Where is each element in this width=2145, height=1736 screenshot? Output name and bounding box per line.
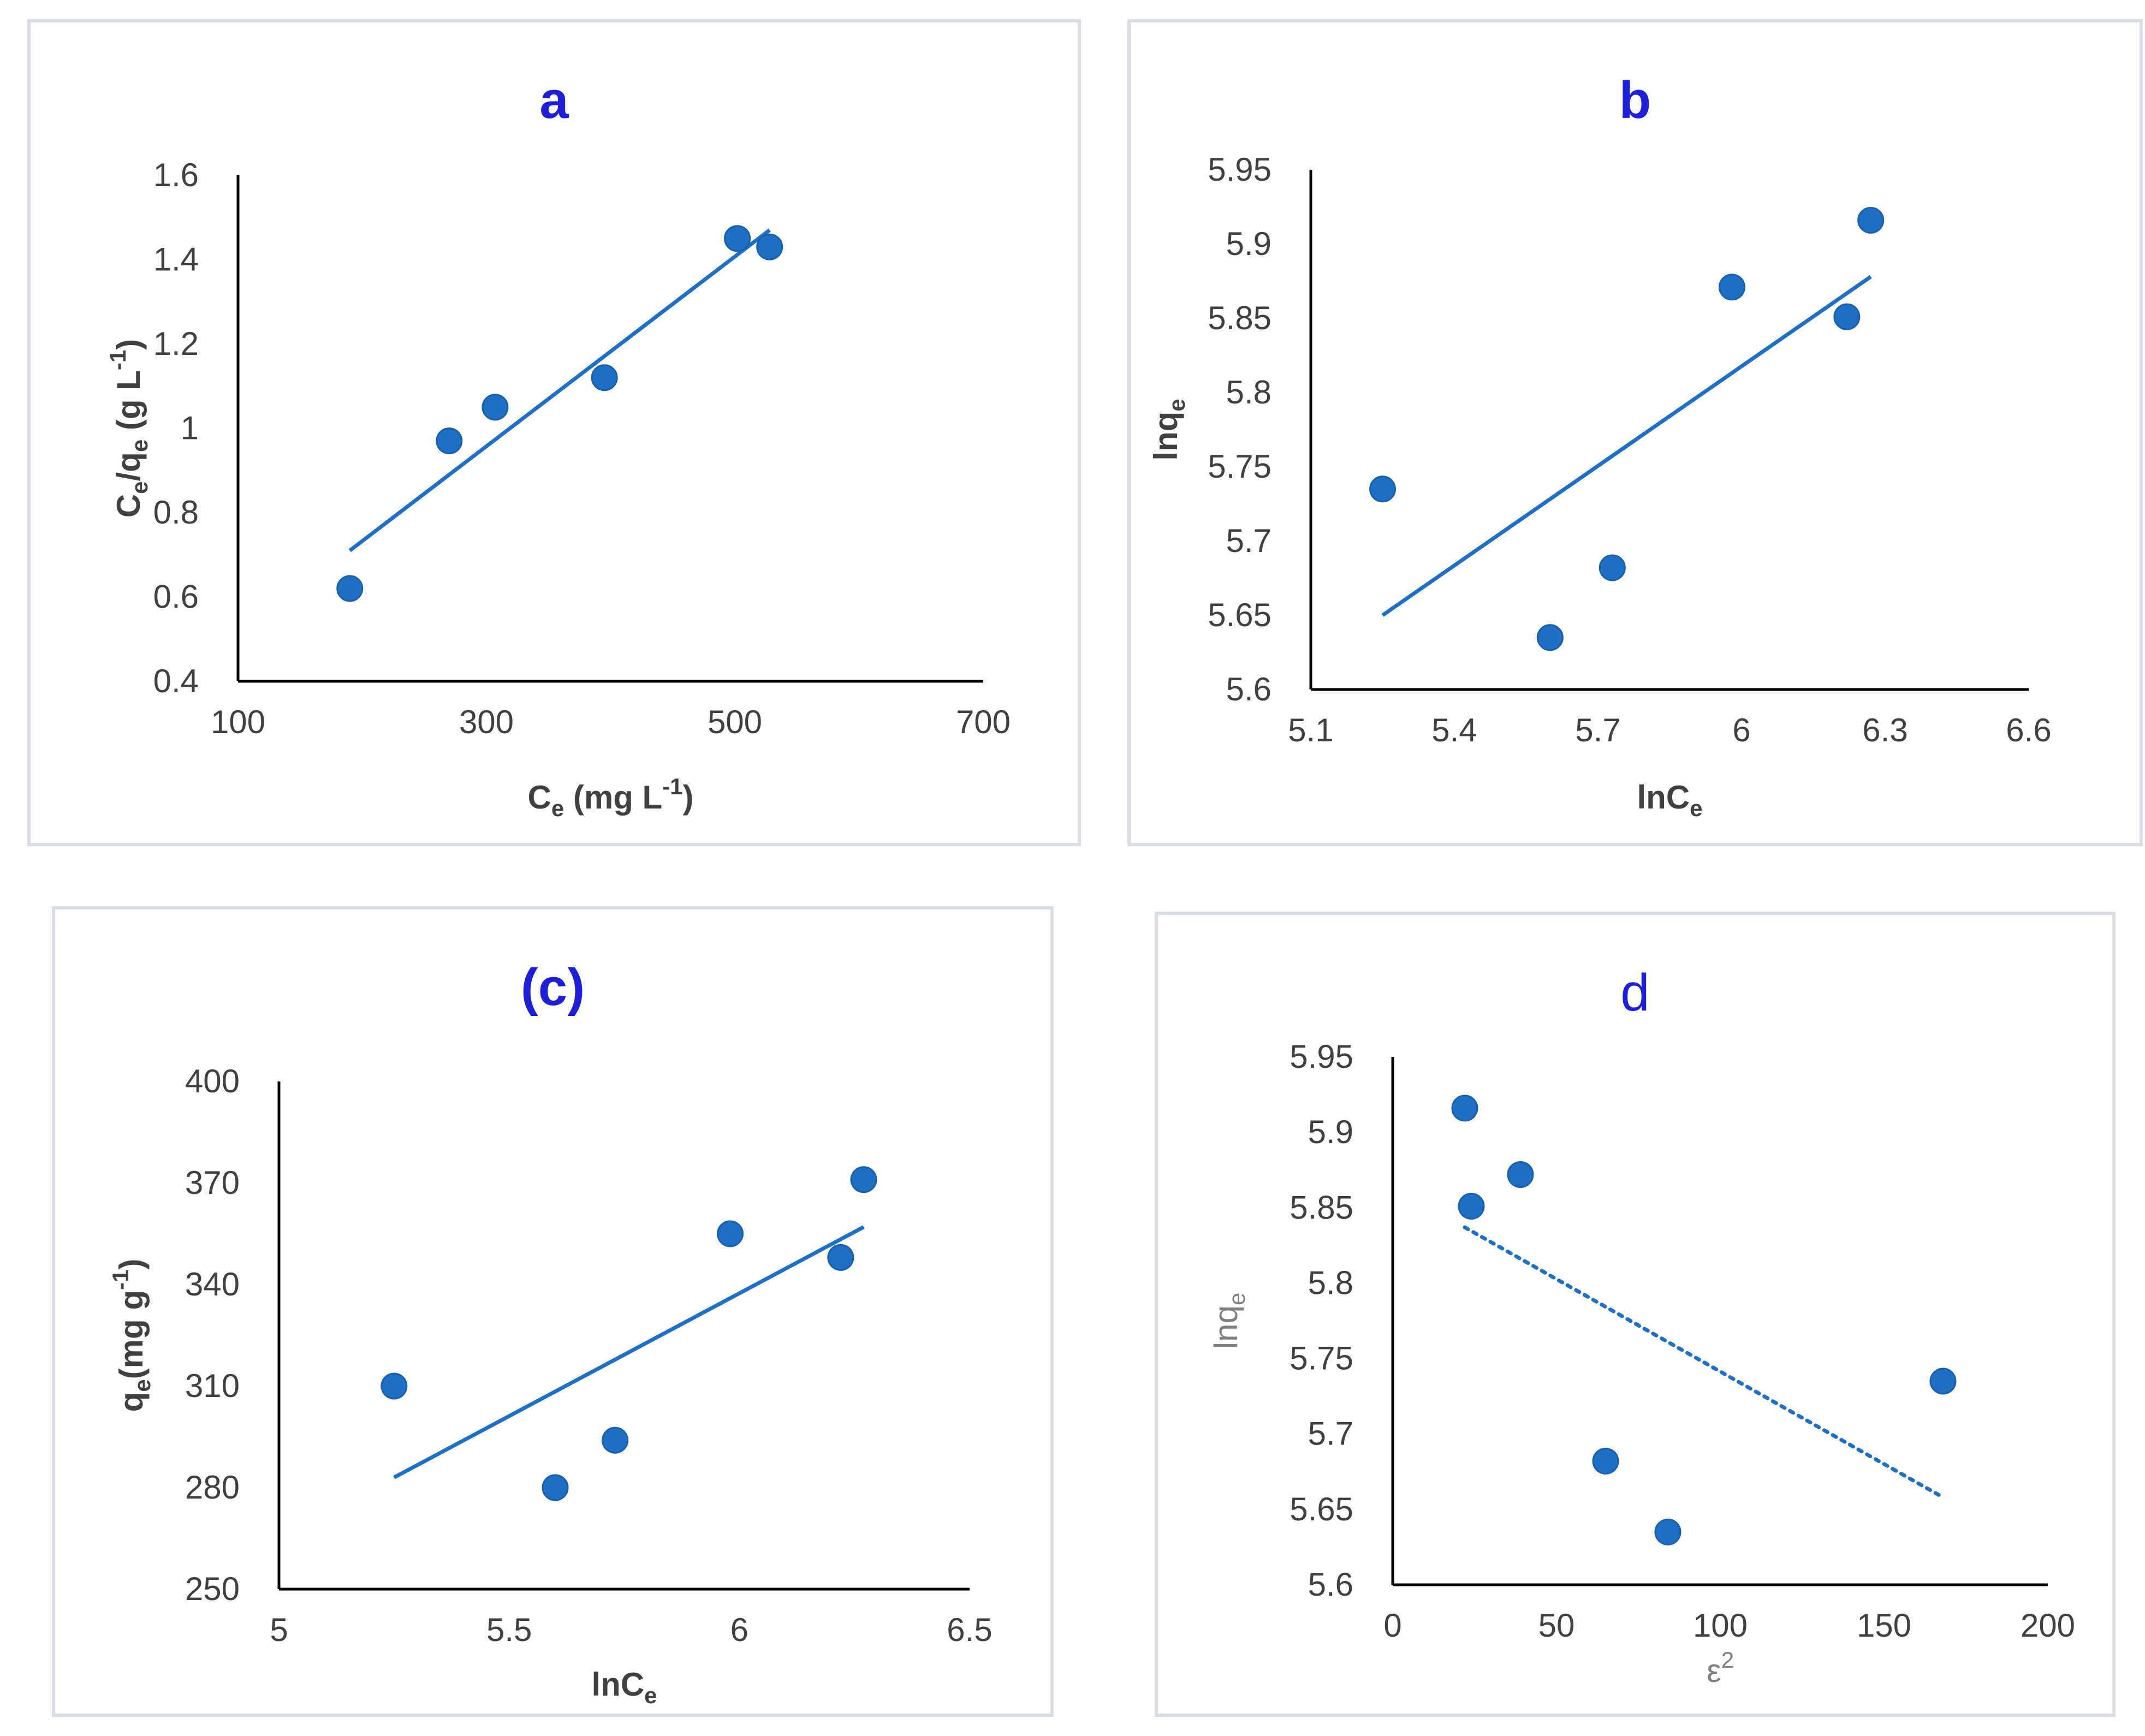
- data-point: [1654, 1518, 1681, 1545]
- y-tick-label: 310: [185, 1368, 240, 1404]
- data-point: [1507, 1161, 1534, 1188]
- data-point: [482, 394, 509, 421]
- trendline: [1381, 275, 1872, 617]
- x-tick-label: 5: [270, 1612, 288, 1648]
- x-tick-label: 5.5: [486, 1612, 532, 1648]
- y-axis-label: lnqe: [1208, 1293, 1250, 1349]
- y-tick-label: 5.8: [1308, 1264, 1353, 1301]
- x-tick-label: 150: [1857, 1607, 1911, 1644]
- chart-panel-b: b 5.1 5.4 5.7 6 6.3 6.6 5.6 5.65 5.7 5.75 5.8 5.85 5.…: [1127, 19, 2143, 846]
- trendline: [393, 1225, 865, 1479]
- y-tick-label: 5.7: [1308, 1416, 1353, 1452]
- x-tick-label: 5.4: [1431, 712, 1477, 748]
- x-tick-label: 5.7: [1575, 712, 1620, 748]
- data-point: [1592, 1447, 1619, 1475]
- data-point: [724, 225, 751, 252]
- data-point: [542, 1474, 569, 1501]
- y-axis-label: lnqe: [1148, 399, 1190, 460]
- trendline: [1463, 1225, 1945, 1500]
- trendline: [348, 228, 771, 552]
- data-point: [1536, 624, 1564, 651]
- data-point: [850, 1166, 877, 1193]
- y-tick-label: 5.7: [1226, 522, 1271, 559]
- x-tick-label: 6: [730, 1612, 748, 1648]
- data-point: [436, 427, 463, 455]
- y-tick-label: 5.6: [1226, 671, 1271, 708]
- data-point: [1857, 206, 1885, 234]
- data-point: [756, 233, 783, 260]
- chart-title: (c): [521, 958, 585, 1016]
- chart-title: d: [1620, 964, 1649, 1022]
- data-point: [716, 1220, 744, 1247]
- data-point: [381, 1372, 408, 1400]
- y-tick-label: 280: [185, 1469, 240, 1506]
- y-tick-label: 5.75: [1290, 1340, 1353, 1377]
- chart-d: d 0 50 100 150 200 5.6 5.65 5.7 5.75 5.8 5.85 5.9 5.9…: [1208, 964, 2075, 1689]
- chart-panel-a: a 100 300 500 700 0.4 0.6 0.8 1 1.2 1.4 1.6 Ce (mg L…: [27, 19, 1081, 846]
- x-tick-label: 100: [211, 704, 265, 740]
- y-tick-label: 5.65: [1290, 1491, 1353, 1527]
- data-point: [1369, 475, 1396, 503]
- data-point: [602, 1426, 629, 1454]
- chart-title: a: [539, 71, 569, 129]
- data-point: [591, 364, 618, 391]
- data-point: [1929, 1368, 1957, 1395]
- y-tick-label: 0.8: [153, 494, 199, 531]
- y-axis-label: Ce/qe (g L-1): [105, 339, 152, 518]
- chart-b: b 5.1 5.4 5.7 6 6.3 6.6 5.6 5.65 5.7 5.75 5.8 5.85 5.…: [1148, 71, 2052, 821]
- x-tick-label: 6.5: [947, 1612, 992, 1648]
- data-point: [1458, 1193, 1485, 1220]
- x-tick-label: 6.6: [2006, 712, 2051, 748]
- x-axis-label: ε2: [1707, 1647, 1734, 1689]
- y-tick-label: 5.9: [1308, 1114, 1353, 1150]
- y-tick-label: 400: [185, 1063, 240, 1099]
- data-point: [827, 1244, 854, 1271]
- y-tick-label: 5.85: [1208, 300, 1271, 336]
- y-tick-label: 5.8: [1226, 374, 1271, 411]
- y-tick-label: 250: [185, 1571, 240, 1607]
- y-axis-label: qe(mg g-1): [108, 1259, 155, 1412]
- y-tick-label: 1.2: [153, 325, 199, 362]
- x-tick-label: 700: [956, 704, 1011, 740]
- y-tick-label: 5.85: [1290, 1189, 1353, 1226]
- y-tick-label: 5.6: [1308, 1566, 1353, 1603]
- chart-panel-c: (c) 5 5.5 6 6.5 250 280 310 340 370 400 lnCe qe(mg g…: [52, 906, 1054, 1717]
- x-tick-label: 200: [2021, 1607, 2075, 1644]
- chart-a: a 100 300 500 700 0.4 0.6 0.8 1 1.2 1.4 1.6 Ce (mg L…: [105, 71, 1011, 821]
- y-tick-label: 5.75: [1208, 448, 1271, 485]
- data-point: [1451, 1095, 1478, 1122]
- y-tick-label: 5.9: [1226, 225, 1271, 262]
- x-axis-label: lnCe: [591, 1666, 657, 1708]
- x-tick-label: 6: [1732, 712, 1750, 748]
- y-tick-label: 5.95: [1208, 151, 1271, 188]
- data-point: [1833, 303, 1861, 330]
- x-tick-label: 0: [1383, 1607, 1401, 1644]
- x-tick-label: 50: [1538, 1607, 1575, 1644]
- y-tick-label: 1.6: [153, 157, 199, 193]
- y-tick-label: 1.4: [153, 241, 199, 278]
- y-tick-label: 370: [185, 1164, 240, 1201]
- chart-c: (c) 5 5.5 6 6.5 250 280 310 340 370 400 lnCe qe(mg g…: [108, 958, 993, 1708]
- x-tick-label: 300: [459, 704, 514, 740]
- chart-title: b: [1619, 71, 1651, 129]
- x-tick-label: 100: [1693, 1607, 1748, 1644]
- y-tick-label: 5.95: [1290, 1038, 1353, 1075]
- y-tick-label: 0.4: [153, 663, 199, 699]
- chart-panel-d: d 0 50 100 150 200 5.6 5.65 5.7 5.75 5.8 5.85 5.9 5.9…: [1155, 912, 2116, 1717]
- data-point: [1599, 554, 1626, 581]
- y-tick-label: 1: [181, 410, 199, 447]
- data-point: [336, 575, 364, 602]
- y-tick-label: 0.6: [153, 579, 199, 615]
- x-axis-label: Ce (mg L-1): [527, 774, 693, 821]
- x-axis-label: lnCe: [1637, 779, 1702, 821]
- data-point: [1718, 274, 1745, 301]
- y-tick-label: 340: [185, 1266, 240, 1303]
- x-tick-label: 500: [708, 704, 762, 740]
- x-tick-label: 5.1: [1288, 712, 1333, 748]
- y-tick-label: 5.65: [1208, 597, 1271, 633]
- x-tick-label: 6.3: [1862, 712, 1908, 748]
